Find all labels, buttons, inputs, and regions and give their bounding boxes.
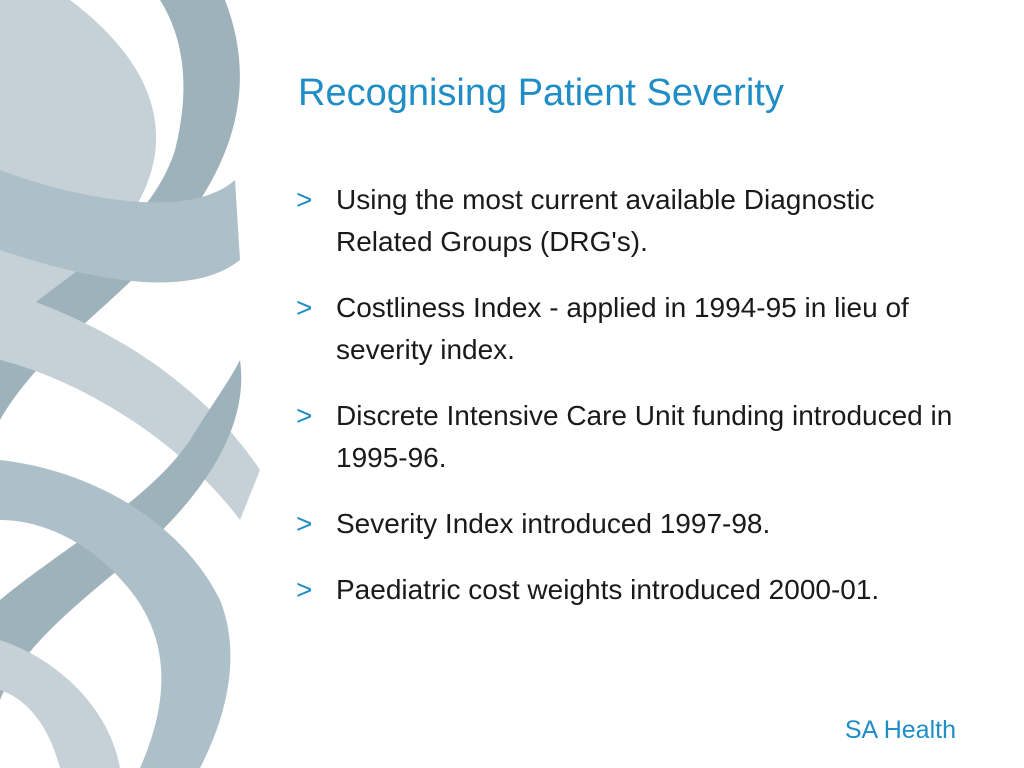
bullet-item: > Discrete Intensive Care Unit funding in… [296,395,956,479]
bullet-text: Costliness Index - applied in 1994-95 in… [336,292,909,365]
bullet-marker: > [296,508,313,539]
bullet-item: > Using the most current available Diagno… [296,179,956,263]
slide-title: Recognising Patient Severity [298,72,784,114]
ribbon-decoration [0,0,260,768]
bullet-text: Paediatric cost weights introduced 2000-… [336,574,880,605]
bullet-text: Using the most current available Diagnos… [336,184,875,257]
bullet-text: Discrete Intensive Care Unit funding int… [336,400,953,473]
bullet-marker: > [296,292,313,323]
bullet-item: > Paediatric cost weights introduced 2000… [296,569,956,611]
bullet-list: > Using the most current available Diagno… [296,179,956,635]
bullet-item: > Severity Index introduced 1997-98. [296,503,956,545]
bullet-marker: > [296,184,313,215]
bullet-item: > Costliness Index - applied in 1994-95 i… [296,287,956,371]
bullet-text: Severity Index introduced 1997-98. [336,508,771,539]
bullet-marker: > [296,574,313,605]
footer-brand: SA Health [844,716,956,744]
bullet-marker: > [296,400,313,431]
